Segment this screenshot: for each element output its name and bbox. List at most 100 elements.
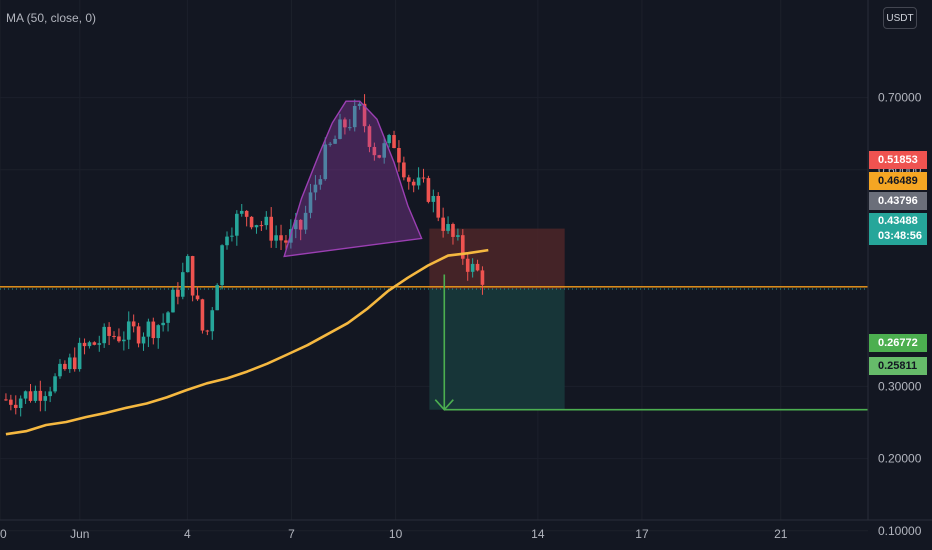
target-price-tag: 0.26772 — [869, 334, 927, 352]
price-tick-label: 0.20000 — [878, 452, 922, 466]
candle-body — [343, 119, 347, 128]
candle-body — [87, 342, 92, 347]
candle-body — [382, 143, 387, 158]
candle-body — [18, 398, 23, 408]
currency-label: USDT — [886, 12, 914, 24]
target-arrow[interactable] — [434, 274, 868, 411]
candle-body — [215, 285, 219, 311]
candle-body — [136, 326, 141, 344]
candle-body — [156, 325, 161, 339]
moving-average — [5, 248, 489, 436]
candle-body — [185, 256, 190, 273]
time-axis[interactable]: 00 Jun 4 7 10 14 17 21 — [0, 527, 788, 541]
ma-price-tag: 0.46489 — [869, 172, 927, 190]
candle-body — [470, 263, 475, 272]
candle-body — [441, 217, 445, 231]
horizontal-line[interactable] — [0, 286, 868, 290]
time-tick-label: Jun — [70, 527, 89, 541]
candle-body — [107, 326, 111, 336]
candle-body — [13, 404, 18, 408]
candle-body — [141, 336, 146, 344]
candle-body — [264, 216, 269, 226]
stop-loss-zone — [429, 228, 565, 290]
candle-body — [328, 143, 332, 145]
position-zones — [429, 228, 565, 410]
candle-body — [72, 357, 77, 370]
candle-body — [348, 127, 352, 129]
candle-body — [456, 235, 460, 237]
candle-body — [38, 390, 43, 401]
time-tick-label: 00 — [0, 527, 7, 541]
candle-body — [284, 240, 288, 243]
time-tick-label: 21 — [774, 527, 788, 541]
candle-body — [77, 342, 82, 370]
candle-body — [436, 195, 441, 218]
candle-body — [318, 179, 323, 185]
candle-body — [210, 310, 215, 332]
target-price-label: 0.26772 — [878, 337, 918, 349]
candle-body — [269, 216, 274, 241]
candle-body — [225, 236, 229, 246]
candle-body — [102, 326, 106, 344]
indicator-legend[interactable]: MA (50, close, 0) — [6, 11, 96, 25]
candle-body — [122, 339, 126, 342]
candle-body — [33, 390, 38, 401]
candle-body — [475, 263, 480, 271]
candle-body — [249, 216, 254, 228]
price-tick-label: 0.30000 — [878, 379, 922, 393]
candle-body — [220, 245, 224, 286]
candle-body — [411, 181, 416, 186]
candle-body — [4, 399, 8, 401]
candle-body — [166, 312, 170, 323]
candle-body — [402, 162, 406, 178]
legend-ma-label: MA (50, close, 0) — [6, 11, 97, 25]
hline-price-tag: 0.43796 — [869, 192, 927, 210]
candle-body — [461, 235, 465, 259]
currency-button[interactable]: USDT — [883, 7, 917, 29]
time-tick-label: 17 — [635, 527, 649, 541]
candle-body — [92, 342, 97, 345]
candle-body — [338, 119, 342, 139]
candle-body — [205, 330, 210, 332]
cup-drawing[interactable] — [283, 100, 423, 258]
candle-body — [387, 135, 391, 144]
candle-body — [431, 195, 436, 202]
cup-shape — [283, 100, 423, 258]
candle-body — [397, 148, 401, 163]
ma-price-label: 0.46489 — [878, 175, 918, 187]
last-price-label: 0.43488 — [878, 215, 918, 227]
candle-body — [126, 321, 131, 340]
candle-body — [161, 322, 165, 326]
candle-body — [195, 295, 200, 300]
candle-body — [58, 363, 62, 377]
candle-body — [235, 213, 239, 236]
candle-body — [254, 225, 259, 228]
candle-body — [171, 289, 175, 313]
candle-body — [333, 138, 337, 144]
candle-body — [180, 272, 185, 297]
countdown-label: 03:48:56 — [878, 230, 923, 242]
candle-body — [28, 391, 33, 401]
candle-body — [97, 343, 102, 345]
candle-body — [117, 336, 121, 342]
time-tick-label: 10 — [389, 527, 403, 541]
candle-body — [480, 270, 485, 285]
candle-body — [352, 105, 357, 128]
candle-body — [112, 335, 116, 337]
candle-body — [176, 289, 180, 297]
candle-body — [426, 178, 431, 202]
candle-body — [416, 177, 421, 186]
candle-body — [367, 126, 372, 147]
candle-body — [362, 103, 367, 127]
candle-body — [357, 103, 362, 106]
candle-body — [151, 321, 156, 339]
low-target-price-label: 0.25811 — [878, 360, 918, 372]
hline-price-label: 0.43796 — [878, 195, 918, 207]
candle-body — [230, 235, 234, 237]
arrow-head — [434, 399, 454, 411]
low-target-price-tag: 0.25811 — [869, 357, 927, 375]
candle-body — [48, 391, 52, 397]
candle-body — [421, 177, 426, 179]
candle-body — [43, 396, 48, 401]
